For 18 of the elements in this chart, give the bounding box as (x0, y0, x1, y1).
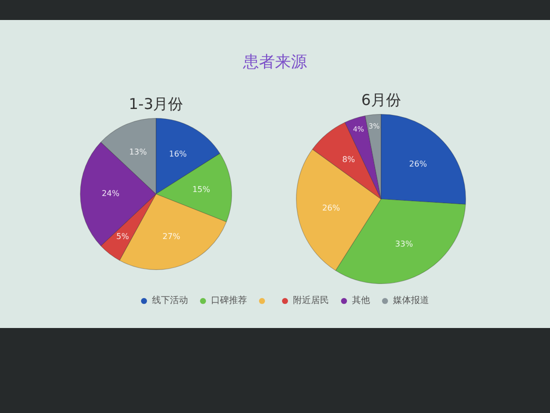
legend-label: 媒体报道 (393, 296, 429, 306)
chart-title: 患者来源 (242, 52, 308, 73)
legend-label: 口碑推荐 (211, 296, 247, 306)
slice-label: 6月份 (360, 90, 402, 111)
legend-label: 线下活动 (152, 296, 188, 306)
data-label: 24% (102, 189, 120, 198)
data-label: 26% (322, 204, 340, 213)
data-label: 8% (342, 154, 356, 164)
data-label: 26% (409, 159, 428, 168)
legend-label: 附近居民 (293, 296, 329, 306)
slice-label: 1-3月份 (128, 94, 184, 115)
data-label: 5% (116, 232, 130, 242)
data-label: 33% (395, 239, 414, 248)
data-label: 16% (168, 149, 188, 158)
data-label: 13% (129, 147, 148, 156)
data-label: 27% (162, 232, 181, 241)
data-label: 15% (192, 184, 211, 194)
legend-label: 其他 (352, 296, 370, 306)
